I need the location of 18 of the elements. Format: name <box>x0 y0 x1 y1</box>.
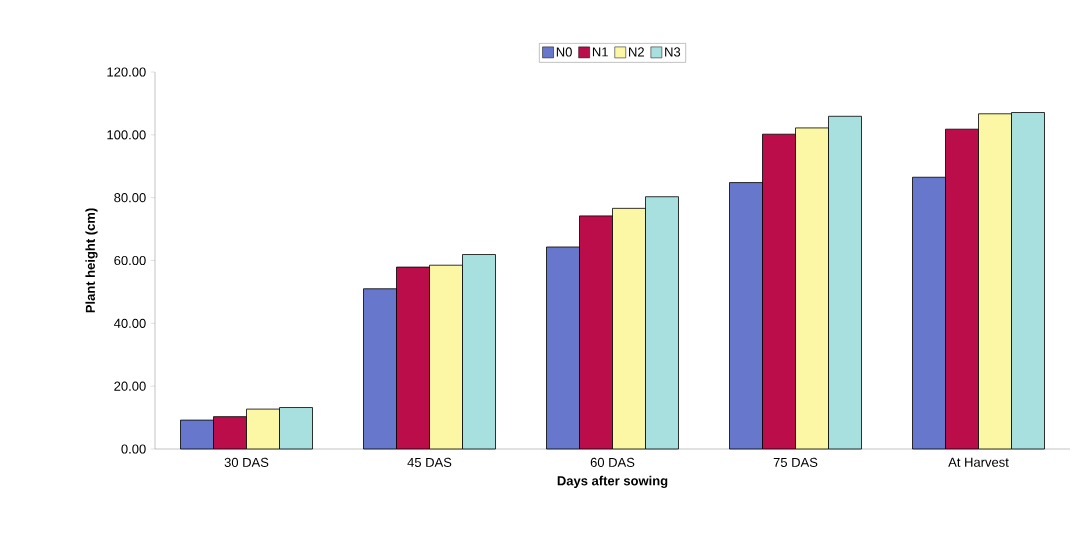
y-tick-label: 80.00 <box>114 193 146 203</box>
y-tick-label: 20.00 <box>114 381 146 391</box>
x-tick-label: 60 DAS <box>590 457 635 467</box>
y-tick-label: 40.00 <box>113 318 146 328</box>
y-tick-label: 120.00 <box>107 67 146 77</box>
x-tick-label: 75 DAS <box>773 457 818 467</box>
legend-label: N2 <box>629 47 644 57</box>
legend-label: N1 <box>592 47 608 57</box>
x-axis-title: Days after sowing <box>557 475 668 489</box>
legend-label: N3 <box>665 47 681 57</box>
x-tick-label: 45 DAS <box>407 457 452 467</box>
legend-label: N0 <box>556 47 572 57</box>
x-tick-label: 30 DAS <box>224 457 269 467</box>
y-axis-title: Plant height (cm) <box>85 208 98 313</box>
y-tick-label: 0.00 <box>121 444 146 454</box>
x-tick-label: At Harvest <box>948 457 1009 467</box>
y-tick-label: 60.00 <box>114 255 146 266</box>
y-tick-label: 100.00 <box>107 130 146 140</box>
